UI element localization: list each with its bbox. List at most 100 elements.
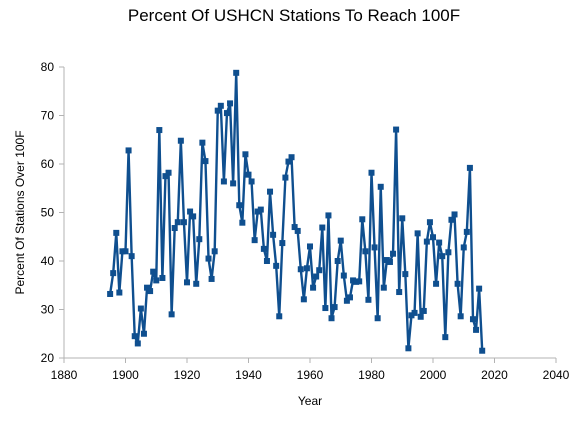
y-tick-label: 20 bbox=[41, 351, 55, 365]
data-point bbox=[211, 248, 218, 255]
data-point bbox=[273, 262, 280, 269]
data-point bbox=[383, 257, 390, 264]
data-point bbox=[180, 219, 187, 226]
data-point bbox=[220, 178, 227, 185]
data-point bbox=[110, 270, 117, 277]
data-point bbox=[107, 290, 114, 297]
data-point bbox=[303, 265, 310, 272]
data-point bbox=[202, 158, 209, 165]
data-point bbox=[165, 169, 172, 176]
data-point bbox=[131, 333, 138, 340]
data-point bbox=[350, 277, 357, 284]
data-point bbox=[473, 326, 480, 333]
data-point bbox=[248, 178, 255, 185]
chart-title: Percent Of USHCN Stations To Reach 100F bbox=[127, 6, 461, 25]
data-point bbox=[279, 240, 286, 247]
data-point bbox=[236, 202, 243, 209]
data-point bbox=[116, 289, 123, 296]
axes bbox=[63, 67, 556, 359]
data-point bbox=[140, 330, 147, 337]
data-point bbox=[346, 294, 353, 301]
data-point bbox=[193, 280, 200, 287]
data-point bbox=[439, 253, 446, 260]
x-tick-label: 2040 bbox=[543, 368, 570, 382]
y-tick-label: 30 bbox=[41, 303, 55, 317]
x-tick-label: 1900 bbox=[112, 368, 139, 382]
data-point bbox=[476, 285, 483, 292]
data-point bbox=[337, 237, 344, 244]
data-point bbox=[390, 250, 397, 257]
data-point bbox=[313, 273, 320, 280]
data-point bbox=[460, 244, 467, 251]
data-point bbox=[227, 100, 234, 107]
data-point bbox=[426, 219, 433, 226]
data-point bbox=[457, 313, 464, 320]
data-point bbox=[353, 278, 360, 285]
data-point bbox=[245, 171, 252, 178]
data-point bbox=[147, 288, 154, 295]
data-point bbox=[134, 340, 141, 347]
data-point bbox=[190, 213, 197, 220]
data-point bbox=[128, 253, 135, 260]
data-point bbox=[291, 224, 298, 231]
data-point bbox=[411, 309, 418, 316]
data-point bbox=[417, 313, 424, 320]
data-point bbox=[307, 243, 313, 250]
data-point bbox=[239, 219, 246, 226]
data-point bbox=[300, 296, 307, 303]
data-point bbox=[405, 345, 412, 352]
data-point bbox=[319, 224, 326, 231]
data-point bbox=[217, 102, 224, 109]
data-point bbox=[380, 284, 387, 291]
data-point bbox=[448, 216, 455, 223]
x-axis-title: Year bbox=[298, 394, 322, 408]
data-point bbox=[399, 215, 406, 222]
data-point bbox=[168, 311, 175, 318]
data-point bbox=[436, 239, 443, 246]
data-point bbox=[285, 158, 292, 165]
data-point bbox=[174, 219, 181, 226]
data-point bbox=[325, 212, 332, 219]
data-point bbox=[377, 183, 384, 190]
x-tick-label: 1880 bbox=[51, 368, 78, 382]
data-point bbox=[408, 312, 415, 319]
data-point bbox=[433, 280, 440, 287]
data-point bbox=[343, 297, 350, 304]
data-point bbox=[199, 139, 206, 146]
x-tick-label: 2020 bbox=[481, 368, 508, 382]
data-point bbox=[297, 266, 304, 273]
data-point bbox=[463, 228, 470, 235]
y-tick-label: 60 bbox=[41, 157, 55, 171]
data-point bbox=[402, 271, 409, 278]
data-point bbox=[396, 289, 403, 296]
data-point bbox=[257, 206, 264, 213]
data-point bbox=[316, 267, 323, 274]
x-tick-label: 1940 bbox=[235, 368, 262, 382]
data-point bbox=[205, 255, 212, 262]
data-point bbox=[214, 107, 221, 114]
y-tick-label: 80 bbox=[41, 60, 55, 74]
data-point bbox=[328, 315, 335, 322]
data-point bbox=[187, 208, 194, 215]
data-point bbox=[331, 304, 338, 311]
data-point bbox=[270, 231, 277, 238]
y-axis-title: Percent Of Stations Over 100F bbox=[13, 130, 27, 294]
data-point bbox=[263, 258, 270, 264]
data-point bbox=[162, 173, 169, 180]
data-point bbox=[171, 225, 178, 232]
data-point bbox=[122, 248, 129, 255]
data-point bbox=[254, 208, 261, 215]
data-point bbox=[276, 313, 283, 320]
data-point bbox=[125, 147, 132, 154]
data-point bbox=[184, 279, 190, 286]
data-point bbox=[393, 126, 400, 133]
data-point bbox=[208, 275, 215, 282]
data-point bbox=[156, 127, 163, 134]
data-point bbox=[233, 69, 240, 76]
data-point bbox=[386, 258, 393, 265]
x-tick-label: 1980 bbox=[358, 368, 385, 382]
y-tick-label: 70 bbox=[41, 109, 55, 123]
data-point bbox=[442, 334, 449, 341]
data-point bbox=[322, 305, 329, 312]
